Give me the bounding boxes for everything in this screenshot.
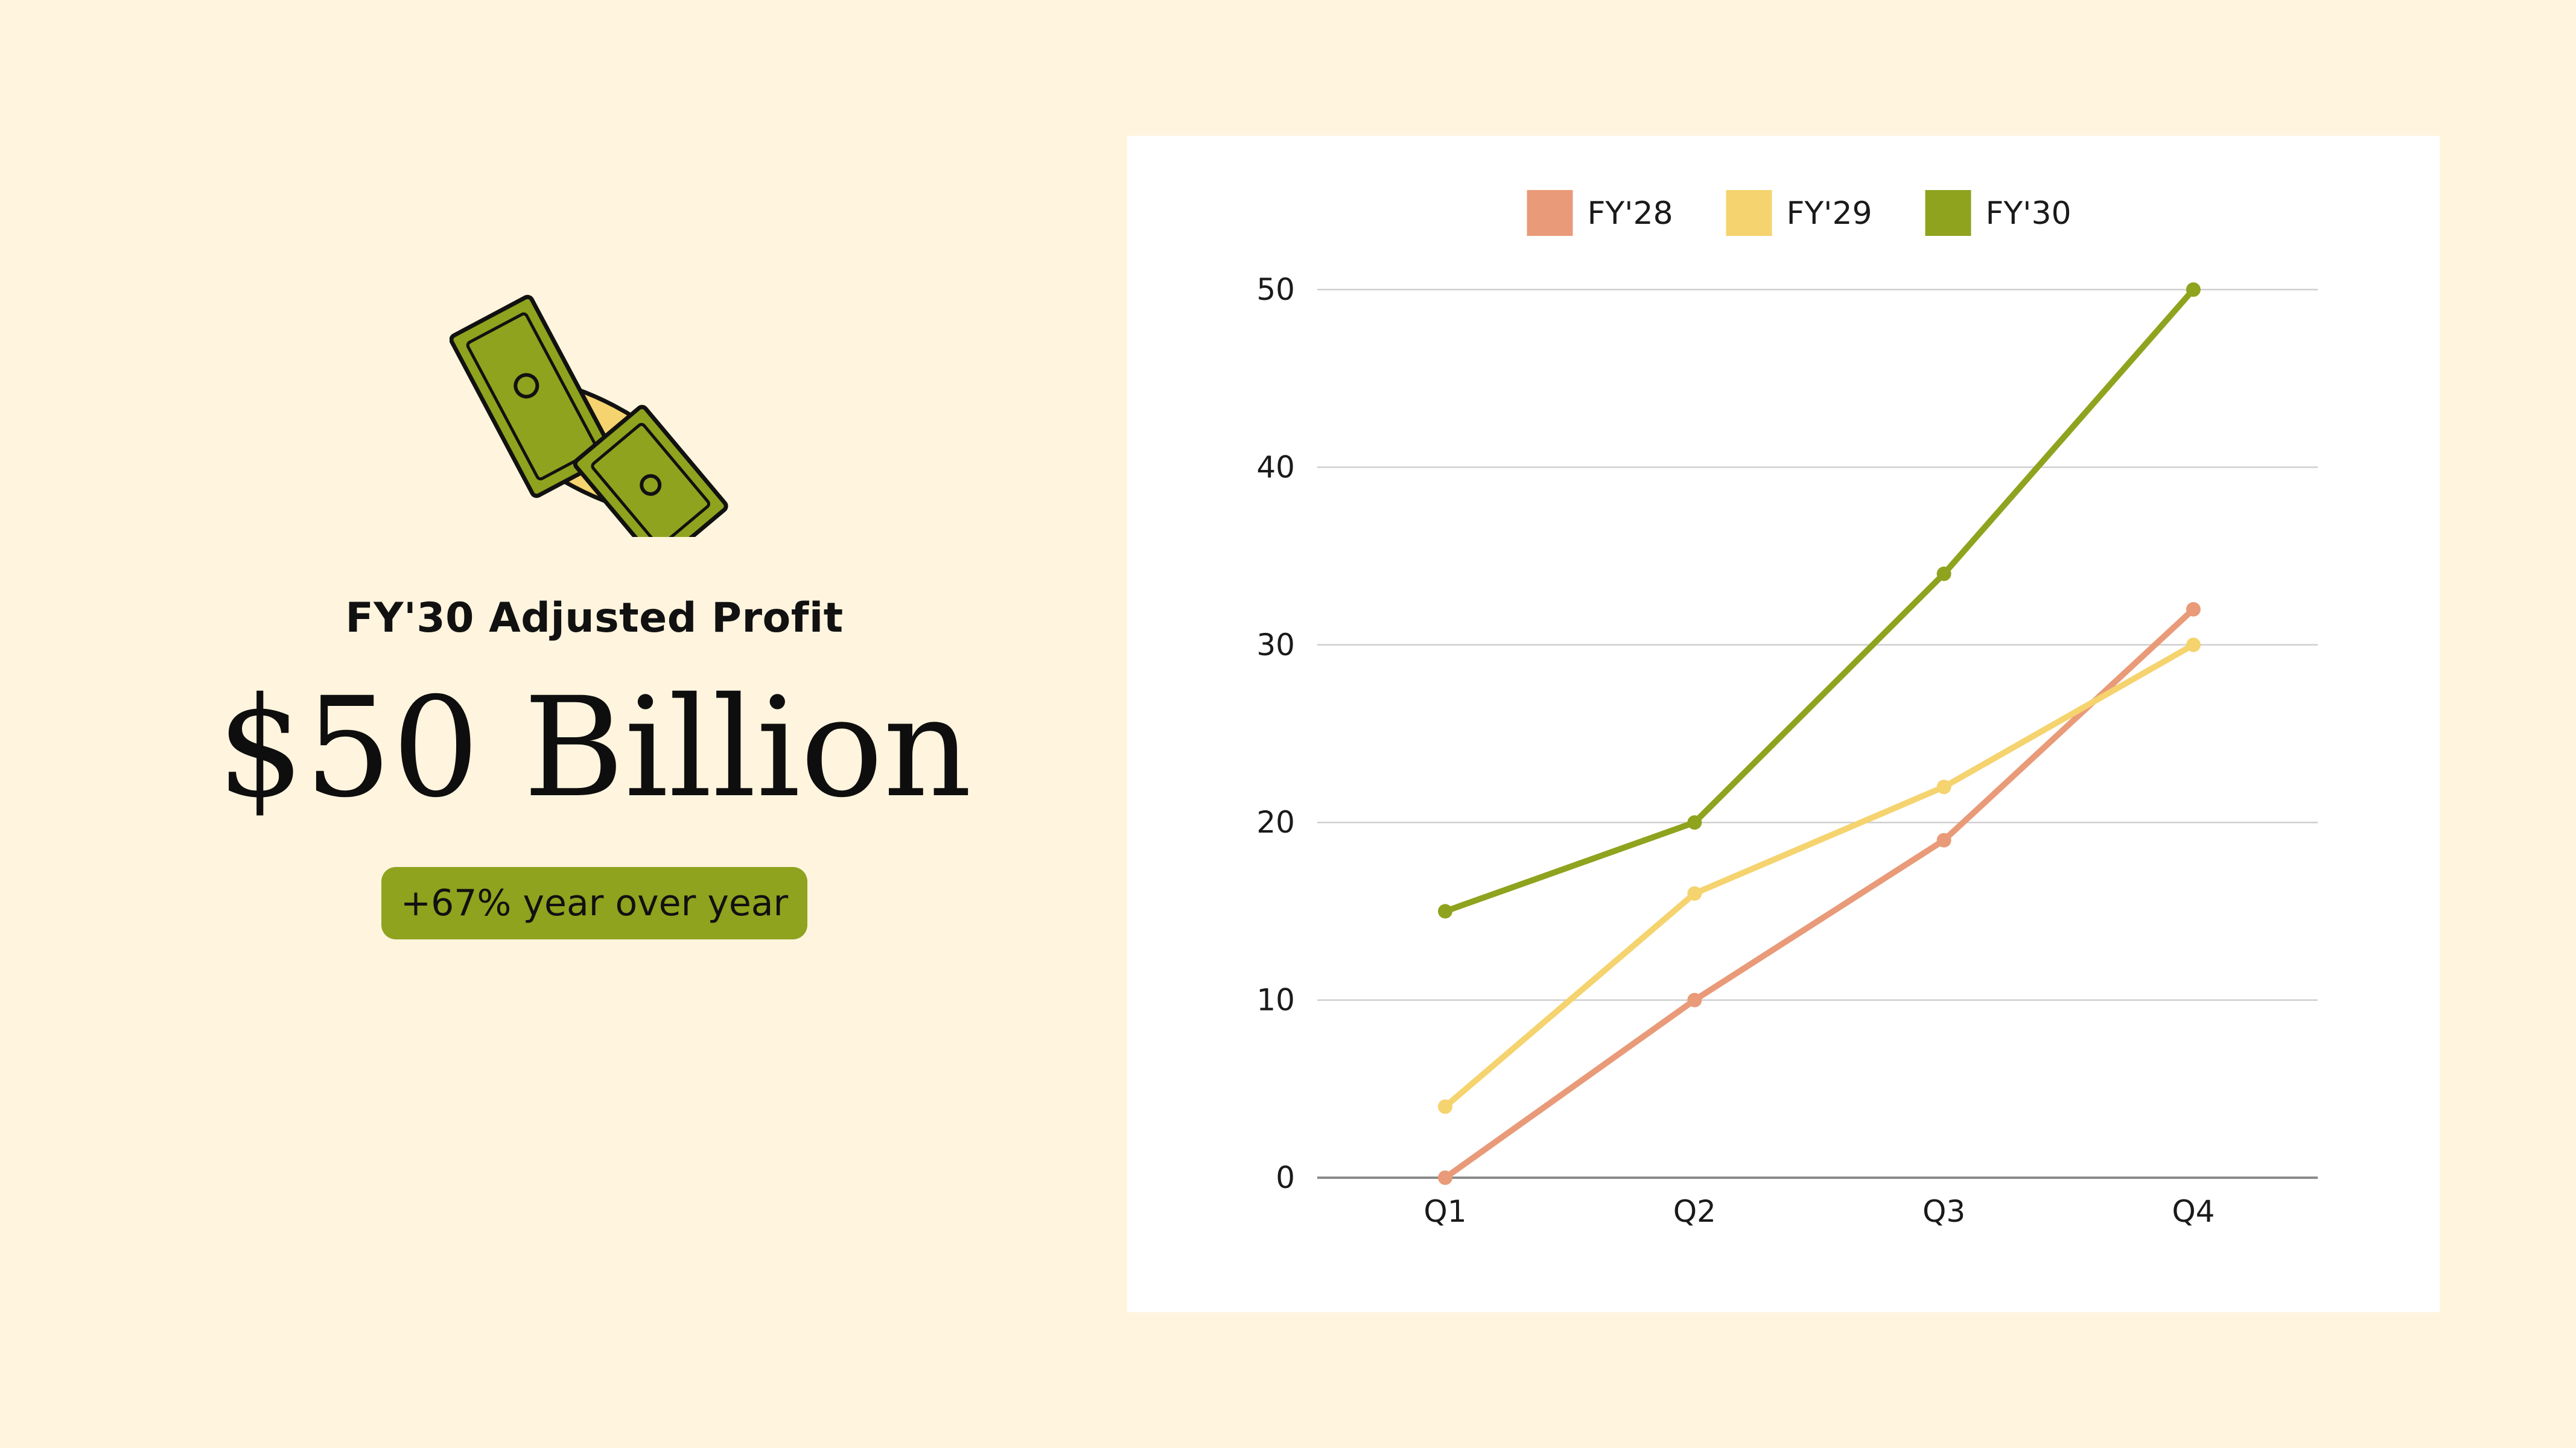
- data-point: [1936, 780, 1951, 795]
- legend-swatch: [1925, 190, 1971, 236]
- series-line: [1442, 606, 2196, 1181]
- chart-card: 0 10 20 30 40 50 Q1 Q2 Q3 Q4 FY'28 FY'29 FY'30: [1127, 136, 2440, 1312]
- x-axis-ticks: Q1 Q2 Q3 Q4: [1423, 1194, 2215, 1229]
- kpi-badge-wrap: +67% year over year: [0, 867, 1189, 939]
- x-tick-label: Q1: [1423, 1194, 1466, 1229]
- data-point: [2186, 637, 2201, 652]
- data-point: [1687, 886, 1702, 901]
- series-line: [1442, 641, 2196, 1110]
- line-chart: 0 10 20 30 40 50 Q1 Q2 Q3 Q4 FY'28 FY'29 FY'30: [1256, 190, 2318, 1229]
- money-bills-icon: [450, 294, 728, 537]
- data-point: [2186, 282, 2201, 297]
- legend-swatch: [1726, 190, 1772, 236]
- data-point: [1438, 1099, 1452, 1114]
- legend-swatch: [1527, 190, 1573, 236]
- kpi-title: FY'30 Adjusted Profit: [345, 594, 844, 642]
- data-point: [1438, 1170, 1452, 1185]
- y-tick-label: 10: [1256, 983, 1295, 1018]
- yoy-change-badge: +67% year over year: [381, 867, 808, 939]
- data-point: [1687, 815, 1702, 830]
- chart-legend: FY'28 FY'29 FY'30: [1527, 190, 2072, 236]
- series-line: [1442, 287, 2196, 915]
- grid-lines: [1317, 288, 2318, 1179]
- data-point: [1936, 833, 1951, 848]
- y-tick-label: 40: [1256, 449, 1295, 484]
- y-tick-label: 20: [1256, 805, 1295, 840]
- legend-label: FY'30: [1986, 195, 2072, 232]
- y-axis-ticks: 0 10 20 30 40 50: [1256, 272, 1295, 1195]
- y-tick-label: 0: [1276, 1160, 1295, 1195]
- legend-label: FY'28: [1588, 195, 1673, 232]
- data-point: [1936, 567, 1951, 582]
- x-tick-label: Q3: [1922, 1194, 1965, 1229]
- kpi-panel: FY'30 Adjusted Profit $50 Billion +67% y…: [0, 0, 1189, 1448]
- series-lines: [1438, 282, 2201, 1185]
- legend-label: FY'29: [1787, 195, 1872, 232]
- x-tick-label: Q4: [2172, 1194, 2215, 1229]
- y-tick-label: 30: [1256, 627, 1295, 662]
- data-point: [2186, 602, 2201, 617]
- data-point: [1438, 904, 1452, 919]
- data-point: [1687, 992, 1702, 1008]
- x-tick-label: Q2: [1673, 1194, 1716, 1229]
- y-tick-label: 50: [1256, 272, 1295, 307]
- kpi-value: $50 Billion: [217, 667, 972, 828]
